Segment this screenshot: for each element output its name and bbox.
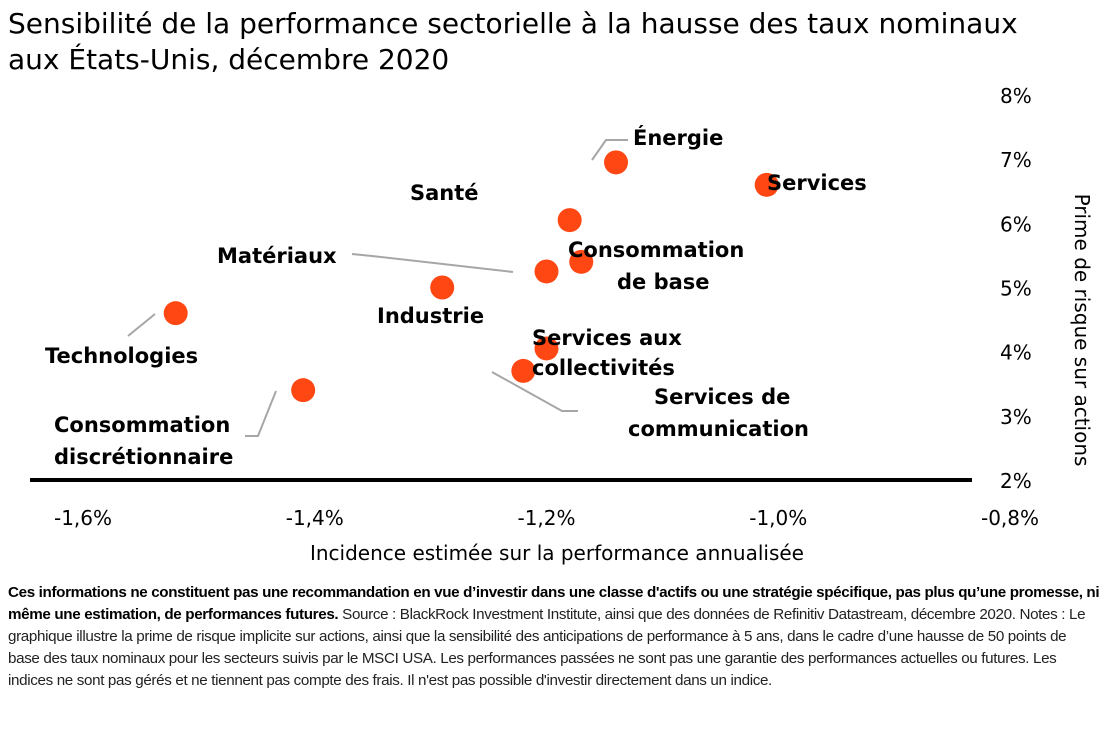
point-label-consommation-de-base: Consommation [568, 238, 744, 262]
point-services-de-communication [511, 358, 536, 383]
disclaimer-text: Ces informations ne constituent pas une … [8, 584, 1100, 623]
scatter-chart: Énergie Services Santé Matériaux Consommatio… [30, 84, 1094, 565]
point-services-aux-collectivites [534, 336, 559, 361]
point-label-materiaux: Matériaux [217, 244, 337, 268]
leader-line-consommation-discretionnaire [245, 390, 277, 437]
point-label-energie: Énergie [633, 125, 723, 150]
y-tick-labels: 2% 3% 4% 5% 6% 7% 8% [1000, 84, 1032, 493]
y-tick-label: 8% [1000, 84, 1032, 108]
x-tick-label: -1,4% [286, 506, 344, 530]
footnote: Ces informations ne constituent pas une … [8, 582, 1100, 692]
point-label-services-aux-collectivites: collectivités [532, 356, 675, 380]
chart-title: Sensibilité de la performance sectoriell… [8, 6, 1088, 78]
data-points [163, 150, 779, 403]
leader-lines [127, 139, 628, 437]
chart-title-line-2: aux États-Unis, décembre 2020 [8, 43, 450, 76]
leader-line-materiaux [351, 253, 514, 273]
y-tick-label: 7% [1000, 148, 1032, 172]
point-label-industrie: Industrie [377, 304, 484, 328]
leader-line-energie [591, 139, 628, 161]
point-sante [557, 208, 582, 233]
point-services [754, 172, 779, 197]
x-axis-label: Incidence estimée sur la performance ann… [310, 541, 804, 565]
x-tick-label: -1,0% [749, 506, 807, 530]
point-industrie [430, 275, 455, 300]
point-label-services-de-communication: communication [628, 417, 809, 441]
point-energie [604, 150, 629, 175]
y-tick-label: 2% [1000, 469, 1032, 493]
y-tick-label: 3% [1000, 405, 1032, 429]
point-label-services: Services [767, 171, 867, 195]
y-tick-label: 6% [1000, 212, 1032, 236]
point-consommation-discretionnaire [291, 378, 316, 403]
point-materiaux [534, 259, 559, 284]
point-labels: Énergie Services Santé Matériaux Consommatio… [45, 125, 867, 469]
point-label-services-aux-collectivites: Services aux [532, 326, 682, 350]
point-label-sante: Santé [410, 181, 479, 205]
leader-line-services-de-communication [491, 371, 578, 412]
point-label-services-de-communication: Services de [654, 385, 790, 409]
x-tick-labels: -1,6% -1,4% -1,2% -1,0% -0,8% [54, 506, 1039, 530]
point-consommation-de-base [569, 249, 594, 274]
point-label-technologies: Technologies [45, 344, 198, 368]
point-label-consommation-de-base: de base [617, 270, 710, 294]
y-tick-label: 4% [1000, 341, 1032, 365]
x-tick-label: -0,8% [981, 506, 1039, 530]
point-technologies [163, 301, 188, 326]
leader-line-technologies [127, 313, 156, 337]
point-label-consommation-discretionnaire: Consommation [54, 413, 230, 437]
y-axis-label: Prime de risque sur actions [1070, 194, 1094, 467]
point-label-consommation-discretionnaire: discrétionnaire [54, 445, 233, 469]
x-tick-label: -1,2% [517, 506, 575, 530]
source-notes-text: Source : BlackRock Investment Institute,… [8, 606, 1086, 689]
x-tick-label: -1,6% [54, 506, 112, 530]
y-tick-label: 5% [1000, 277, 1032, 301]
chart-title-line-1: Sensibilité de la performance sectoriell… [8, 7, 1018, 40]
